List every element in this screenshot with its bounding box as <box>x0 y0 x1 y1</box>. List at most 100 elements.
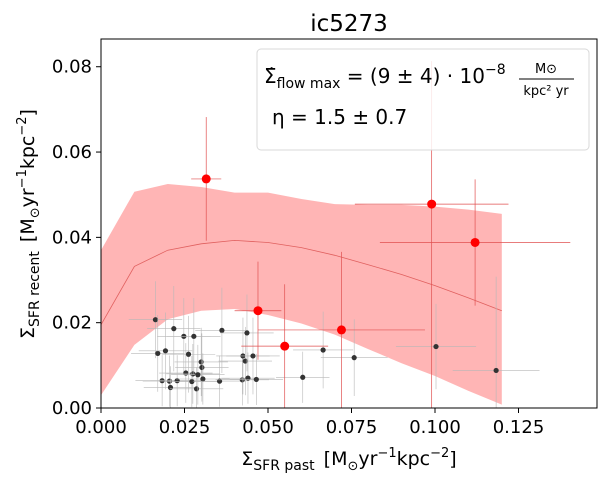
pixel-marker <box>166 378 173 384</box>
pixel-marker <box>245 375 251 381</box>
binned-point <box>241 284 329 408</box>
pixel-marker <box>183 370 189 376</box>
pixel-point <box>215 354 270 406</box>
x-tick: 0.000 <box>75 408 127 438</box>
pixel-marker <box>239 377 245 383</box>
pixel-point <box>175 333 229 402</box>
x-tick: 0.125 <box>493 408 545 438</box>
x-axis-ticks: 0.000 0.025 0.050 0.075 0.100 0.125 <box>75 408 544 438</box>
pixel-marker <box>300 374 306 380</box>
x-label-units-pre: [M <box>324 448 348 470</box>
x-tick: 0.100 <box>409 408 461 438</box>
pixel-marker <box>200 376 206 382</box>
pixel-marker <box>351 355 357 361</box>
pixel-point <box>320 319 388 397</box>
y-label-symbol: Σ <box>17 327 39 339</box>
pixel-point <box>195 287 249 374</box>
pixel-point <box>395 303 477 390</box>
x-tick-label: 0.000 <box>75 417 127 438</box>
pixel-marker <box>198 359 204 365</box>
binned-point <box>379 179 571 306</box>
pixel-point <box>147 285 201 372</box>
pixel-marker <box>493 367 499 374</box>
x-axis-label: ΣSFR past [M⊙yr−1kpc−2] <box>241 446 456 474</box>
pixel-marker <box>195 372 201 378</box>
y-label-sun: ⊙ <box>28 207 43 218</box>
x-label-exp2: −2 <box>430 446 449 461</box>
pixel-marker <box>191 333 197 339</box>
pixel-marker <box>219 327 225 333</box>
pixel-point <box>161 315 216 393</box>
x-tick-label: 0.100 <box>409 417 461 438</box>
pixel-marker <box>162 348 169 354</box>
binned-marker <box>253 306 263 316</box>
y-label-units-mid2: kpc <box>17 136 39 170</box>
binned-point <box>234 261 282 360</box>
axes-frame <box>100 38 598 409</box>
pixel-point <box>138 312 193 390</box>
pixel-point <box>293 311 354 389</box>
pixel-marker <box>190 371 196 377</box>
x-label-units-mid: yr <box>358 448 377 470</box>
pixel-marker <box>152 317 159 323</box>
binned-marker <box>470 237 480 247</box>
x-tick: 0.025 <box>159 408 211 438</box>
pixel-marker <box>193 386 200 392</box>
x-tick: 0.075 <box>326 408 377 438</box>
binned-marker <box>427 199 437 209</box>
pixel-marker <box>171 326 177 332</box>
pixel-point <box>142 355 197 407</box>
pixel-point <box>220 294 274 372</box>
flow-subscript: flow max <box>277 76 341 92</box>
y-tick: 0.02 <box>52 313 101 334</box>
y-label-exp2: −2 <box>15 116 30 135</box>
flow-exponent: −8 <box>485 62 506 78</box>
binned-marker <box>201 174 211 184</box>
annotation-line2: η = 1.5 ± 0.7 <box>272 105 407 129</box>
binned-marker <box>336 325 346 335</box>
x-tick-label: 0.125 <box>493 417 545 438</box>
pixel-marker <box>155 350 161 356</box>
annotation-line1: Σ̇flow max = (9 ± 4) · 10−8 <box>264 62 506 92</box>
x-label-units-post: ] <box>449 448 456 470</box>
y-tick: 0.06 <box>52 142 101 163</box>
pixel-point <box>226 317 280 395</box>
x-label-exp1: −1 <box>377 446 396 461</box>
x-label-symbol: Σ <box>241 448 253 470</box>
y-tick: 0.04 <box>52 227 101 248</box>
chart-title: ic5273 <box>310 11 388 37</box>
y-tick-label: 0.02 <box>52 313 92 334</box>
pixel-marker <box>253 376 259 383</box>
annotation-box: Σ̇flow max = (9 ± 4) · 10−8 M⊙ kpc² yr η… <box>256 48 590 151</box>
x-label-sun: ⊙ <box>347 459 358 474</box>
x-tick: 0.050 <box>242 408 294 438</box>
pixel-point <box>174 327 228 397</box>
y-label-units-pre: [M <box>17 218 39 242</box>
pixel-marker <box>433 343 439 350</box>
pixel-point <box>150 355 204 407</box>
y-tick: 0.00 <box>52 398 101 419</box>
x-label-sub: SFR past <box>253 458 315 474</box>
pixel-point <box>131 315 185 392</box>
y-axis-label: ΣSFR recent [M⊙yr−1kpc−2] <box>15 109 43 339</box>
pixel-point <box>128 281 183 359</box>
y-label-exp1: −1 <box>15 169 30 188</box>
plot-area <box>100 61 571 408</box>
binned-marker <box>280 341 290 351</box>
y-label-units-post: ] <box>17 109 39 116</box>
pixel-point <box>171 344 225 405</box>
pixel-marker <box>185 351 192 357</box>
flow-equation: = (9 ± 4) · 10 <box>340 64 485 88</box>
pixel-marker <box>242 358 248 364</box>
x-label-units-mid2: kpc <box>397 448 431 470</box>
pixel-marker <box>320 347 326 353</box>
x-tick-label: 0.025 <box>159 417 211 438</box>
y-tick: 0.08 <box>52 57 101 78</box>
pixel-marker <box>199 364 205 371</box>
pixel-point <box>452 276 540 408</box>
binned-point <box>191 117 222 241</box>
y-tick-label: 0.08 <box>52 57 92 78</box>
y-label-units-mid: yr <box>17 188 39 207</box>
y-axis-ticks: 0.00 0.02 0.04 0.06 0.08 <box>52 57 101 419</box>
annotation-frac-den: kpc² yr <box>523 84 569 99</box>
